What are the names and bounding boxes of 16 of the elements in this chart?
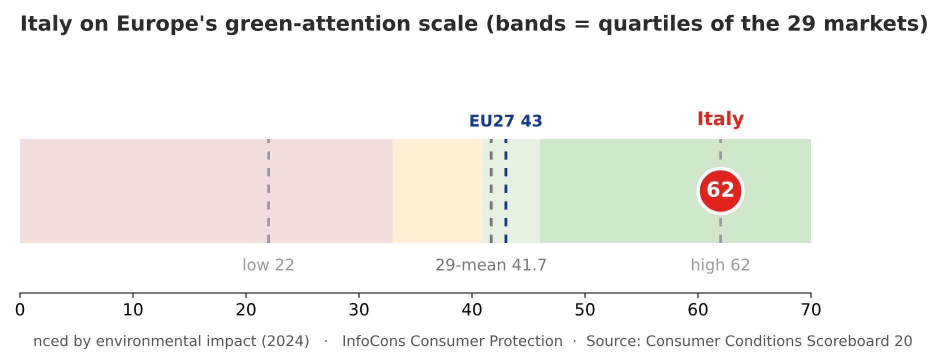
ref-line-label: EU27 43 [470,114,542,127]
ref-line-label: low 22 [244,258,294,271]
ref-line-label: 29-mean 41.7 [436,258,546,271]
x-tick-label: 40 [462,303,482,316]
ref-line-label: high 62 [692,258,750,274]
data-label: 62 [707,181,734,198]
x-tick-label: 50 [576,303,594,316]
text: nced by environmental impact (2024) · InfoCons Consumer Protection · Source: Consumer Conditions Scoreboard 20 [34,334,912,350]
chart-title: Italy on Europe's green-attention scale (bands = quartiles of the 29 markets) [22,14,927,36]
x-tick-label: 0 [16,303,24,316]
x-tick-label: 60 [688,303,708,316]
text: Italy [698,110,744,130]
x-tick-label: 70 [802,303,820,316]
x-tick-label: 20 [236,303,256,316]
x-tick-label: 10 [124,303,142,316]
x-tick-label: 30 [350,303,368,316]
